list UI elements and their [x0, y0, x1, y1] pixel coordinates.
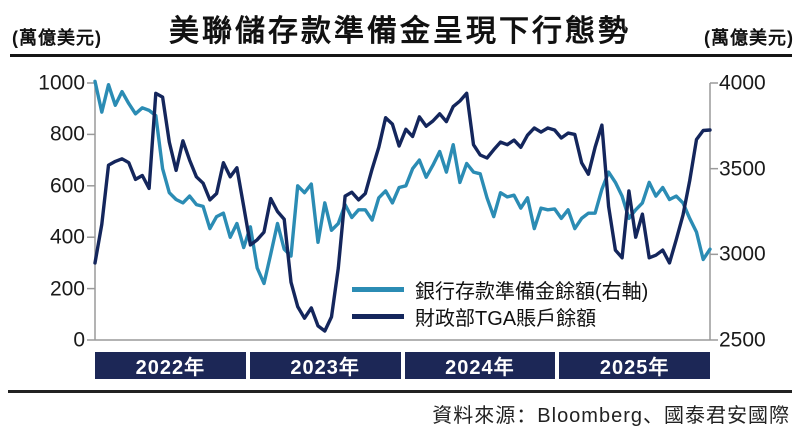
legend-label: 財政部TGA賬戶餘額 [415, 308, 597, 330]
legend-label: 銀行存款準備金餘額(右軸) [415, 281, 649, 303]
footer-divider [8, 390, 792, 393]
tga-line [93, 91, 712, 333]
legend-swatch [352, 314, 404, 319]
left-axis-unit: (萬億美元) [12, 28, 102, 48]
legend-item: 財政部TGA賬戶餘額 [352, 303, 648, 330]
year-band-segment: 2024年 [404, 352, 556, 379]
legend-swatch [352, 287, 404, 292]
legend-item: 銀行存款準備金餘額(右軸) [352, 276, 648, 303]
year-band-segment: 2025年 [559, 352, 710, 379]
x-axis-year-band: 2022年 2023年 2024年 2025年 [95, 352, 710, 379]
title-divider [10, 54, 792, 57]
source-text: 資料來源：Bloomberg、國泰君安國際 [432, 405, 790, 427]
page-title: 美聯儲存款準備金呈現下行態勢 [169, 15, 631, 48]
year-band-segment: 2022年 [95, 352, 246, 379]
legend: 銀行存款準備金餘額(右軸) 財政部TGA賬戶餘額 [352, 276, 648, 330]
year-band-segment: 2023年 [249, 352, 401, 379]
right-axis-unit: (萬億美元) [704, 28, 794, 48]
